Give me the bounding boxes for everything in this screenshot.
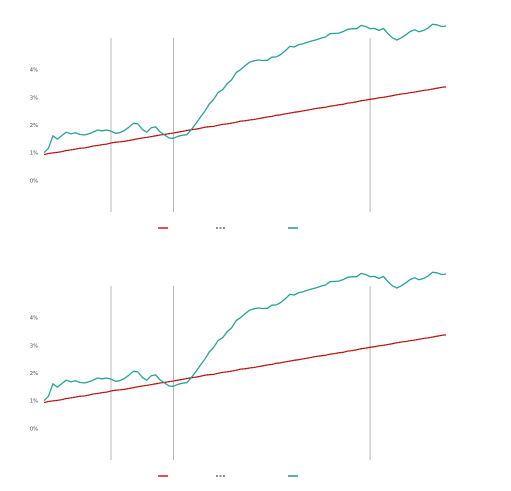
chart-top-y-tick-label: 4% [30, 68, 38, 74]
chart-bottom-plot: 0% 1% 2% 3% 4% [30, 271, 447, 477]
chart-top-y-tick-label: 2% [30, 123, 38, 129]
chart-top-series-line-1 [43, 86, 447, 155]
chart-top-plot: 0% 1% 2% 3% 4% [30, 23, 447, 229]
chart-bottom-y-tick-label: 0% [30, 426, 38, 432]
chart-panel-top: 0% 1% 2% 3% 4% [26, 6, 458, 238]
chart-top-y-tick-label: 0% [30, 178, 38, 184]
chart-top-series-line-2 [43, 23, 447, 154]
chart-bottom-svg: 0% 1% 2% 3% 4% [30, 271, 447, 477]
chart-panel-bottom: 0% 1% 2% 3% 4% [26, 254, 458, 486]
chart-bottom-y-tick-label: 1% [30, 399, 38, 405]
chart-bottom-y-tick-label: 2% [30, 371, 38, 377]
chart-bottom-series-line-1 [43, 334, 447, 403]
chart-bottom-y-tick-label: 3% [30, 343, 38, 349]
chart-top-y-tick-label: 3% [30, 95, 38, 101]
chart-top-svg: 0% 1% 2% 3% 4% [30, 23, 447, 229]
chart-bottom-series-line-2 [43, 271, 447, 402]
chart-bottom-y-tick-label: 4% [30, 316, 38, 322]
chart-top-y-tick-label: 1% [30, 151, 38, 157]
